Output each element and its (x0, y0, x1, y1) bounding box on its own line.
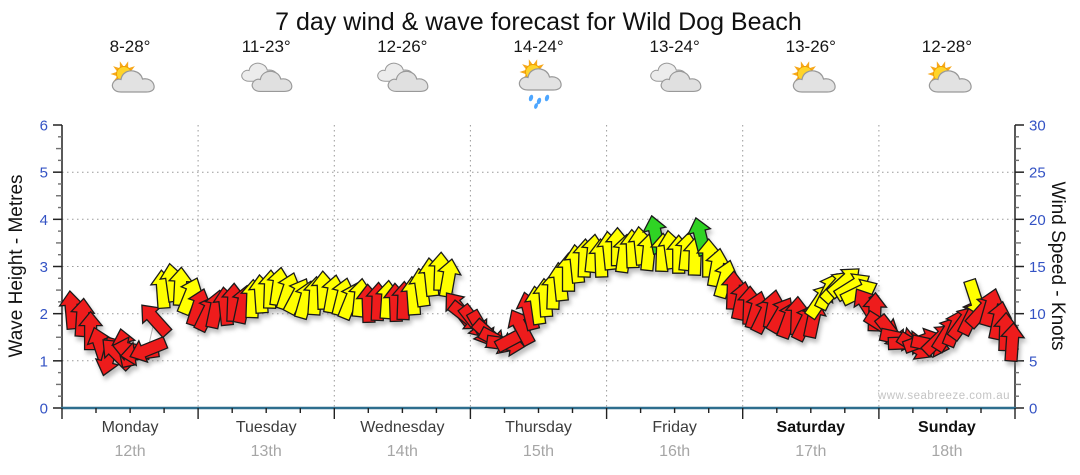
x-axis-date-label: 18th (931, 443, 963, 460)
x-axis-day-label: Tuesday (235, 419, 297, 436)
right-axis-tick-label: 25 (1029, 165, 1046, 182)
left-axis-tick-label: 6 (40, 118, 48, 135)
watermark: www.seabreeze.com.au (877, 390, 1010, 402)
left-axis-tick-label: 3 (40, 259, 48, 276)
sun-cloud-rain-icon (507, 58, 571, 110)
x-axis-date-label: 12th (114, 443, 146, 460)
left-axis-tick-label: 0 (40, 401, 48, 418)
right-axis-tick-label: 20 (1029, 212, 1046, 229)
wind-arrow (129, 335, 169, 364)
day-temp-range: 14-24° (513, 37, 564, 56)
x-axis-date-label: 15th (522, 443, 555, 460)
chart-title: 7 day wind & wave forecast for Wild Dog … (275, 8, 802, 36)
day-temp-range: 8-28° (109, 37, 151, 56)
x-axis-day-label: Thursday (505, 419, 572, 436)
wind-arrow (436, 258, 463, 299)
left-axis-tick-label: 1 (40, 353, 48, 370)
day-temp-range: 13-24° (649, 37, 700, 56)
wind-arrow (69, 297, 96, 338)
clouds-icon (370, 58, 434, 110)
left-axis-tick-label: 2 (40, 306, 48, 323)
left-axis-tick-label: 5 (40, 165, 48, 182)
right-axis-tick-label: 15 (1029, 259, 1046, 276)
x-axis-day-label: Sunday (918, 419, 976, 436)
day-temp-range: 12-28° (921, 37, 973, 56)
sun-cloud-icon (779, 58, 843, 110)
right-axis-tick-label: 30 (1029, 118, 1046, 135)
right-axis-tick-label: 0 (1029, 401, 1037, 418)
sun-cloud-icon (915, 58, 979, 110)
x-axis-day-label: Monday (101, 419, 159, 436)
x-axis-date-label: 13th (250, 443, 282, 460)
left-axis-tick-label: 4 (40, 212, 48, 229)
x-axis-day-label: Friday (652, 419, 697, 436)
sun-cloud-icon (98, 58, 162, 110)
wind-arrow (999, 322, 1026, 363)
left-axis-title: Wave Height - Metres (6, 174, 27, 358)
day-temp-range: 13-26° (785, 37, 836, 56)
clouds-icon (643, 58, 707, 110)
x-axis-date-label: 16th (659, 443, 691, 460)
right-axis-title: Wind Speed - Knots (1047, 181, 1068, 351)
right-axis-tick-label: 5 (1029, 353, 1037, 370)
x-axis-date-label: 14th (386, 443, 418, 460)
x-axis-day-label: Saturday (776, 419, 846, 436)
clouds-icon (234, 58, 298, 110)
right-axis-tick-label: 10 (1029, 306, 1046, 323)
day-temp-range: 11-23° (241, 37, 291, 56)
x-axis-day-label: Wednesday (360, 419, 445, 436)
day-temp-range: 12-26° (377, 37, 428, 56)
x-axis-date-label: 17th (795, 443, 827, 460)
